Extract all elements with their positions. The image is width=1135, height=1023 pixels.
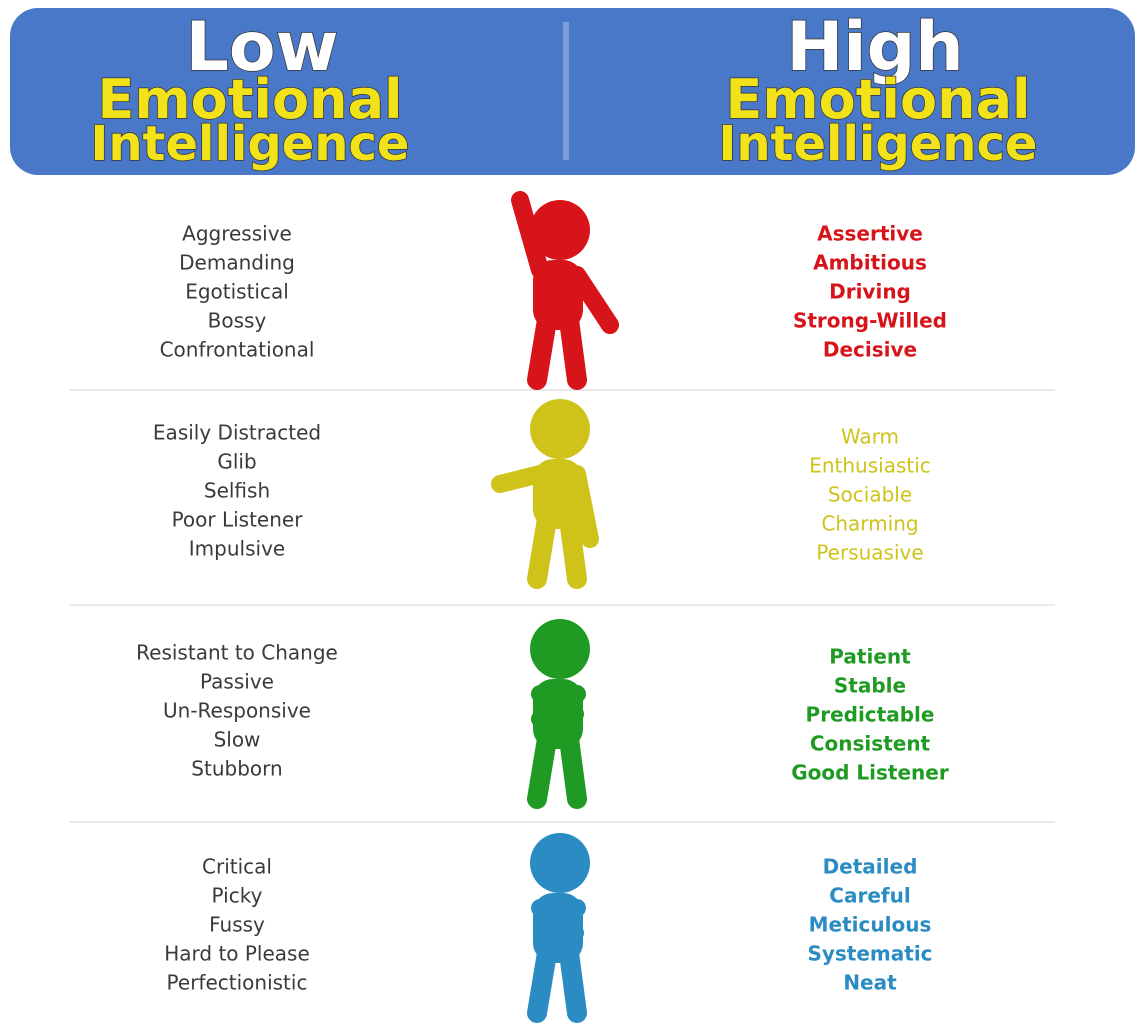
low-trait: Fussy [209, 913, 265, 937]
low-trait: Critical [202, 855, 272, 879]
low-trait: Bossy [208, 309, 267, 333]
high-trait: Charming [821, 512, 918, 536]
figure-arm [568, 465, 599, 548]
figure-head [530, 200, 590, 260]
low-trait: Confrontational [160, 338, 315, 362]
figure-leg [559, 310, 587, 390]
figure-head [530, 399, 590, 459]
low-trait: Easily Distracted [153, 421, 321, 445]
figure-arm [531, 685, 586, 728]
high-trait: Meticulous [809, 913, 932, 937]
high-trait: Predictable [806, 703, 935, 727]
low-trait: Slow [214, 728, 261, 752]
high-trait: Strong-Willed [793, 309, 947, 333]
low-trait: Picky [212, 884, 263, 908]
figure-arm [536, 899, 586, 947]
high-trait: Persuasive [816, 541, 923, 565]
figure-leg [527, 943, 557, 1023]
figure-leg [559, 943, 587, 1023]
high-trait: Neat [843, 971, 897, 995]
low-trait: Aggressive [182, 222, 292, 246]
high-trait: Warm [841, 425, 899, 449]
figure-arm [491, 465, 549, 493]
right-line3: Intelligence [719, 116, 1038, 172]
low-trait: Selfish [204, 479, 270, 503]
figure [491, 399, 599, 589]
high-trait: Ambitious [813, 251, 927, 275]
left-line3: Intelligence [91, 116, 410, 172]
high-trait: Patient [829, 645, 911, 669]
figure-head [530, 833, 590, 893]
left-line1: Low [186, 8, 339, 87]
low-trait: Impulsive [189, 537, 285, 561]
figure [527, 833, 590, 1023]
figure-leg [527, 310, 557, 390]
high-trait: Enthusiastic [809, 454, 931, 478]
figure-leg [559, 509, 587, 589]
low-trait: Hard to Please [164, 942, 310, 966]
left-line2: Emotional [97, 68, 402, 131]
figure-leg [527, 729, 557, 809]
figure-head [530, 619, 590, 679]
high-trait: Consistent [810, 732, 931, 756]
figure-leg [527, 509, 557, 589]
right-line1: High [786, 8, 963, 87]
low-trait: Resistant to Change [136, 641, 338, 665]
high-trait: Sociable [828, 483, 912, 507]
figure-arm [511, 191, 549, 279]
rows: Aggressive Demanding Egotistical Bossy Confr… [70, 191, 1055, 1023]
low-trait: Passive [200, 670, 274, 694]
high-trait: Detailed [823, 855, 918, 879]
high-trait: Decisive [823, 338, 917, 362]
low-trait: Stubborn [191, 757, 282, 781]
high-trait: Careful [829, 884, 910, 908]
high-trait: Systematic [807, 942, 932, 966]
figure-leg [559, 729, 587, 809]
figure-arm [568, 266, 619, 334]
right-line2: Emotional [725, 68, 1030, 131]
figure [511, 191, 619, 390]
low-trait: Demanding [179, 251, 295, 275]
low-trait: Egotistical [185, 280, 289, 304]
header-band [10, 8, 1135, 175]
figure [527, 619, 590, 809]
high-trait: Good Listener [791, 761, 949, 785]
low-trait: Un-Responsive [163, 699, 311, 723]
low-trait: Perfectionistic [167, 971, 308, 995]
low-trait: Poor Listener [172, 508, 304, 532]
high-trait: Driving [829, 280, 911, 304]
high-trait: Stable [834, 674, 906, 698]
low-trait: Glib [217, 450, 256, 474]
high-trait: Assertive [817, 222, 923, 246]
